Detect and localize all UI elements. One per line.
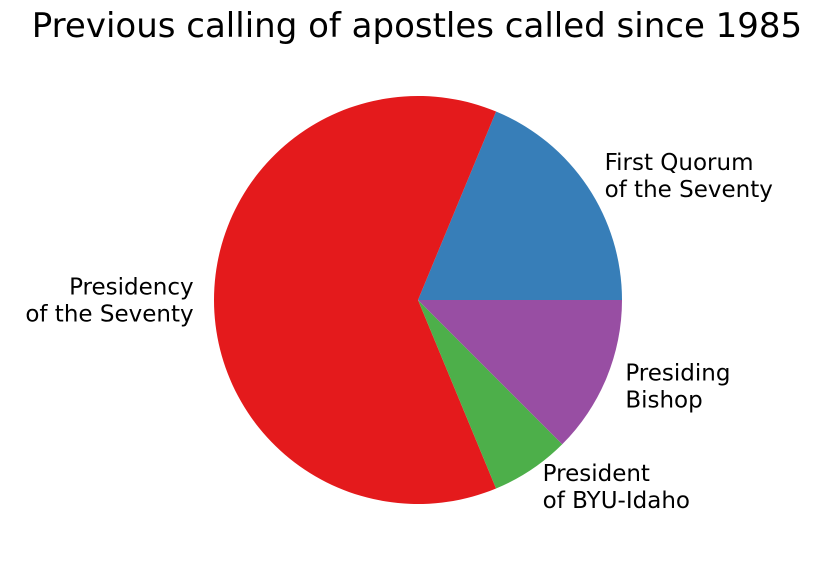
pie-label-line: First Quorum bbox=[605, 150, 754, 176]
pie-label-1: Presidency of the Seventy bbox=[25, 275, 193, 328]
pie-slice-2 bbox=[418, 300, 563, 489]
pie-slice-3 bbox=[418, 300, 622, 445]
pie-label-0: First Quorum of the Seventy bbox=[605, 150, 773, 203]
pie-label-line: Presiding bbox=[625, 360, 730, 386]
pie-slice-0 bbox=[418, 111, 622, 300]
pie-label-2: President of BYU-Idaho bbox=[543, 461, 690, 514]
pie-slice-1 bbox=[213, 96, 497, 505]
pie-label-line: of the Seventy bbox=[605, 177, 773, 203]
pie-label-line: of BYU-Idaho bbox=[543, 488, 690, 514]
chart-title: Previous calling of apostles called sinc… bbox=[32, 6, 802, 46]
pie-label-line: Bishop bbox=[625, 387, 702, 413]
pie-label-line: President bbox=[543, 461, 650, 487]
pie-label-line: of the Seventy bbox=[25, 302, 193, 328]
pie-label-line: Presidency bbox=[69, 275, 194, 301]
pie-slices bbox=[213, 96, 622, 505]
pie-label-3: Presiding Bishop bbox=[625, 360, 730, 413]
